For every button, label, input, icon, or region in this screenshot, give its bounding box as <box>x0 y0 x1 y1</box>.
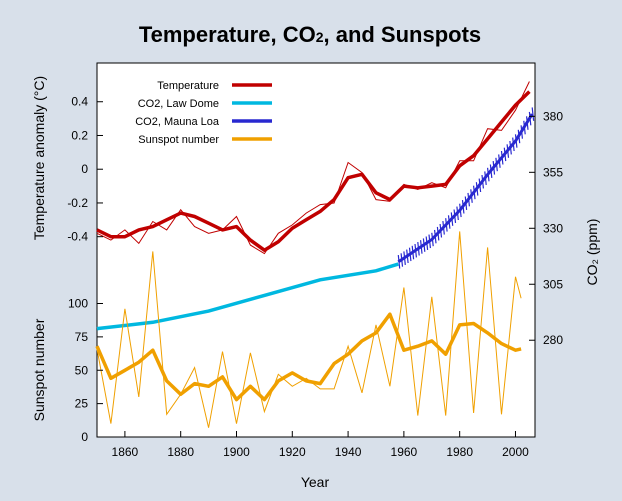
temperature-smoothed-line <box>96 90 531 252</box>
x-tick-label: 1880 <box>167 445 194 459</box>
legend-label: Temperature <box>157 80 219 92</box>
co2-tick-label: 305 <box>543 277 563 291</box>
sunspot-tick-label: 75 <box>75 330 89 344</box>
x-tick-label: 1960 <box>391 445 418 459</box>
sunspot-tick-label: 100 <box>68 297 88 311</box>
sunspot-tick-label: 50 <box>75 363 89 377</box>
temperature-tick-label: -0.4 <box>67 230 88 244</box>
co2-tick-label: 355 <box>543 165 563 179</box>
sunspot-tick-label: 0 <box>81 430 88 444</box>
plot-area <box>96 62 536 438</box>
x-tick-label: 2000 <box>502 445 529 459</box>
legend: Temperature CO2, Law Dome CO2, Mauna Loa Su… <box>135 80 272 146</box>
temperature-tick-label: 0 <box>81 162 88 176</box>
legend-label: Sunspot number <box>138 134 219 146</box>
sunspot-axis-label: Sunspot number <box>31 318 47 421</box>
x-tick-label: 1860 <box>112 445 139 459</box>
chart-title-sub: 2 <box>316 29 324 45</box>
temperature-tick-label: 0.2 <box>71 128 88 142</box>
co2-mauna-loa-line <box>397 113 534 264</box>
x-tick-label: 1940 <box>335 445 362 459</box>
chart-title: Temperature, CO2, and Sunspots <box>139 22 481 47</box>
co2-axis-label: CO₂ (ppm) <box>584 219 600 286</box>
series-layer <box>95 81 535 428</box>
sunspot-tick-label: 25 <box>75 397 89 411</box>
x-axis-label: Year <box>301 474 330 490</box>
temperature-tick-label: -0.2 <box>67 196 88 210</box>
x-tick-label: 1980 <box>446 445 473 459</box>
temperature-annual-line <box>96 81 530 255</box>
chart-title-part-2: , and Sunspots <box>323 22 481 47</box>
co2-tick-label: 380 <box>543 109 563 123</box>
x-tick-label: 1900 <box>223 445 250 459</box>
sunspot-number-smoothed-line <box>95 312 522 402</box>
co2-law-dome-line <box>96 262 399 331</box>
axes-layer: 1860 1880 1900 1920 1940 1960 1980 2000 0.4 0.2 0 -… <box>67 95 563 459</box>
temperature-axis-label: Temperature anomaly (°C) <box>31 76 47 240</box>
chart-title-part-1: Temperature, CO <box>139 22 316 47</box>
temperature-tick-label: 0.4 <box>71 95 88 109</box>
co2-tick-label: 330 <box>543 221 563 235</box>
co2-tick-label: 280 <box>543 333 563 347</box>
legend-label: CO2, Mauna Loa <box>135 116 220 128</box>
co2-mauna-loa-seasonal-cycle <box>397 107 535 269</box>
x-tick-label: 1920 <box>279 445 306 459</box>
legend-label: CO2, Law Dome <box>138 98 219 110</box>
